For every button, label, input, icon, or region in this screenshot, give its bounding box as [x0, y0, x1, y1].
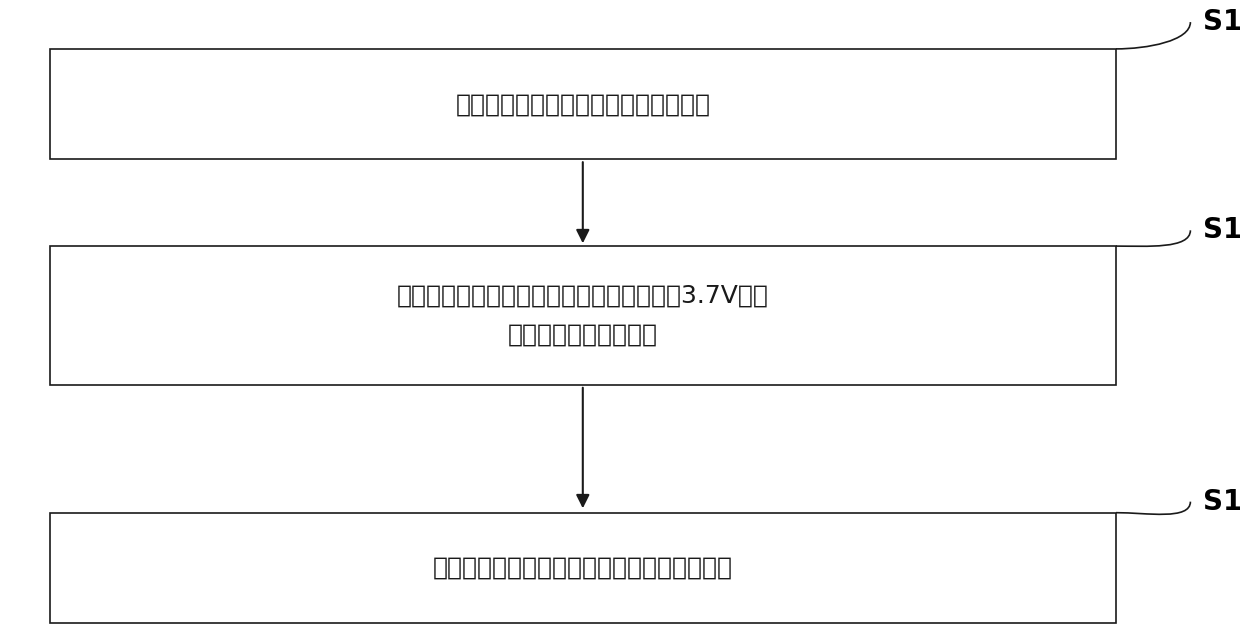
Bar — [50, 49, 1116, 160]
Bar — [50, 246, 1116, 385]
Text: 将机臂电池抛下；再利用原有的电池继续飞行: 将机臂电池抛下；再利用原有的电池继续飞行 — [433, 556, 733, 580]
Text: S102: S102 — [1203, 216, 1240, 244]
Text: 通过电压检测，当机臂电池下降到平均每层3.7V时，
通过舵机控制抛撒机构: 通过电压检测，当机臂电池下降到平均每层3.7V时， 通过舵机控制抛撒机构 — [397, 284, 769, 347]
Text: 在飞行过程中，先使用机臂携带的电池: 在飞行过程中，先使用机臂携带的电池 — [455, 92, 711, 116]
Bar — [50, 512, 1116, 623]
Text: S101: S101 — [1203, 8, 1240, 36]
Text: S103: S103 — [1203, 488, 1240, 516]
